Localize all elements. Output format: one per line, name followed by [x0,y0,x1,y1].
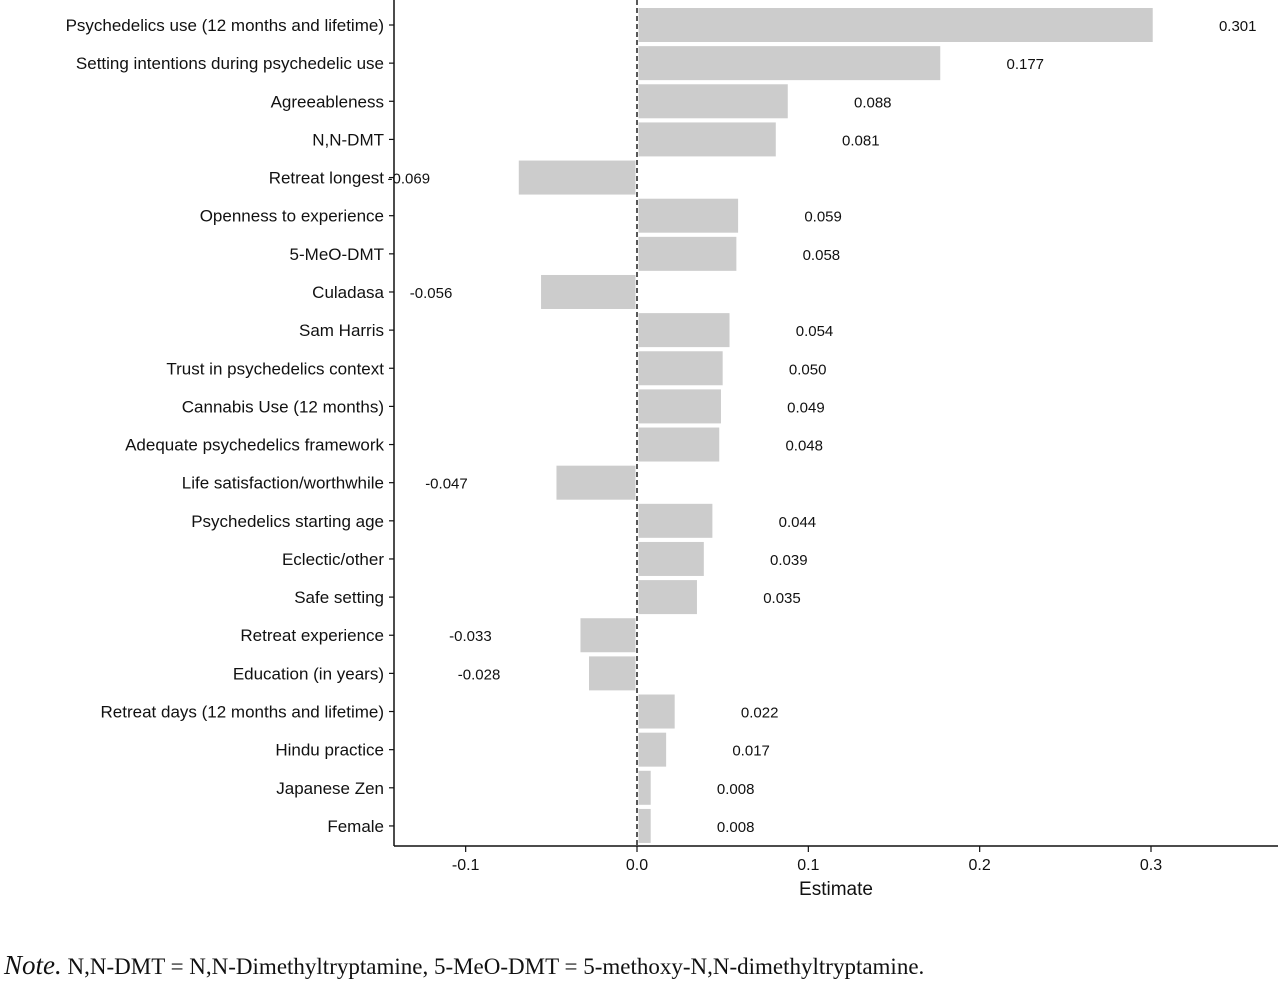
category-label-4: Retreat longest [269,169,385,188]
bar-14 [638,541,704,576]
category-label-7: Culadasa [312,283,384,302]
bar-15 [638,580,697,615]
estimate-bar-chart: Psychedelics use (12 months and lifetime… [66,0,1278,900]
bar-21 [638,808,651,843]
category-label-5: Openness to experience [200,207,384,226]
value-label-2: 0.088 [854,94,892,111]
category-label-14: Eclectic/other [282,550,384,569]
value-label-0: 0.301 [1219,18,1257,35]
value-label-21: 0.008 [717,819,755,836]
bar-1 [638,46,941,81]
value-label-19: 0.017 [732,743,770,760]
value-label-15: 0.035 [763,590,801,607]
value-label-6: 0.058 [803,247,841,264]
value-label-16: -0.033 [449,628,492,645]
value-label-14: 0.039 [770,552,808,569]
x-tick-label-4: 0.3 [1140,857,1162,874]
chart-canvas: Psychedelics use (12 months and lifetime… [66,0,1278,900]
bar-10 [638,389,721,424]
category-label-3: N,N-DMT [312,130,384,149]
x-tick-label-0: -0.1 [452,857,480,874]
category-label-1: Setting intentions during psychedelic us… [76,54,384,73]
value-label-17: -0.028 [458,666,501,683]
category-label-20: Japanese Zen [276,779,384,798]
category-label-18: Retreat days (12 months and lifetime) [101,703,384,722]
bar-8 [638,313,730,348]
x-axis-title: Estimate [799,879,873,900]
bar-2 [638,84,788,119]
bar-0 [638,8,1153,42]
bar-16 [580,618,636,653]
category-label-10: Cannabis Use (12 months) [182,397,384,416]
category-label-17: Education (in years) [233,664,384,683]
bar-20 [638,770,651,805]
category-label-11: Adequate psychedelics framework [125,436,384,455]
bar-6 [638,236,737,271]
bar-11 [638,427,720,462]
value-label-4: -0.069 [388,171,431,188]
value-label-11: 0.048 [785,438,823,455]
category-label-0: Psychedelics use (12 months and lifetime… [66,16,384,35]
category-label-12: Life satisfaction/worthwhile [182,474,384,493]
bar-18 [638,694,675,729]
category-label-13: Psychedelics starting age [191,512,384,531]
bar-9 [638,351,723,386]
bar-12 [556,465,636,500]
category-label-15: Safe setting [294,588,384,607]
figure-note: Note. N,N-DMT = N,N-Dimethyltryptamine, … [4,950,1274,981]
value-label-8: 0.054 [796,323,834,340]
value-label-7: -0.056 [410,285,453,302]
bar-4 [518,160,636,195]
note-text: N,N-DMT = N,N-Dimethyltryptamine, 5-MeO-… [61,954,925,979]
category-label-19: Hindu practice [275,741,384,760]
note-label: Note. [4,950,62,980]
bar-3 [638,122,776,157]
value-label-12: -0.047 [425,476,468,493]
x-tick-label-2: 0.1 [797,857,819,874]
category-label-21: Female [327,817,384,836]
value-label-3: 0.081 [842,132,880,149]
value-label-1: 0.177 [1006,56,1044,73]
category-label-9: Trust in psychedelics context [166,359,384,378]
category-label-2: Agreeableness [271,92,384,111]
x-tick-label-3: 0.2 [969,857,991,874]
category-label-8: Sam Harris [299,321,384,340]
category-label-6: 5-MeO-DMT [290,245,384,264]
bar-5 [638,198,739,233]
value-label-10: 0.049 [787,399,825,416]
bar-7 [541,274,636,309]
value-label-18: 0.022 [741,705,779,722]
bar-13 [638,503,713,538]
x-tick-label-1: 0.0 [626,857,648,874]
value-label-5: 0.059 [804,209,842,226]
value-label-13: 0.044 [779,514,817,531]
value-label-20: 0.008 [717,781,755,798]
bar-19 [638,732,667,767]
value-label-9: 0.050 [789,361,827,378]
bar-17 [589,656,636,691]
category-label-16: Retreat experience [240,626,384,645]
